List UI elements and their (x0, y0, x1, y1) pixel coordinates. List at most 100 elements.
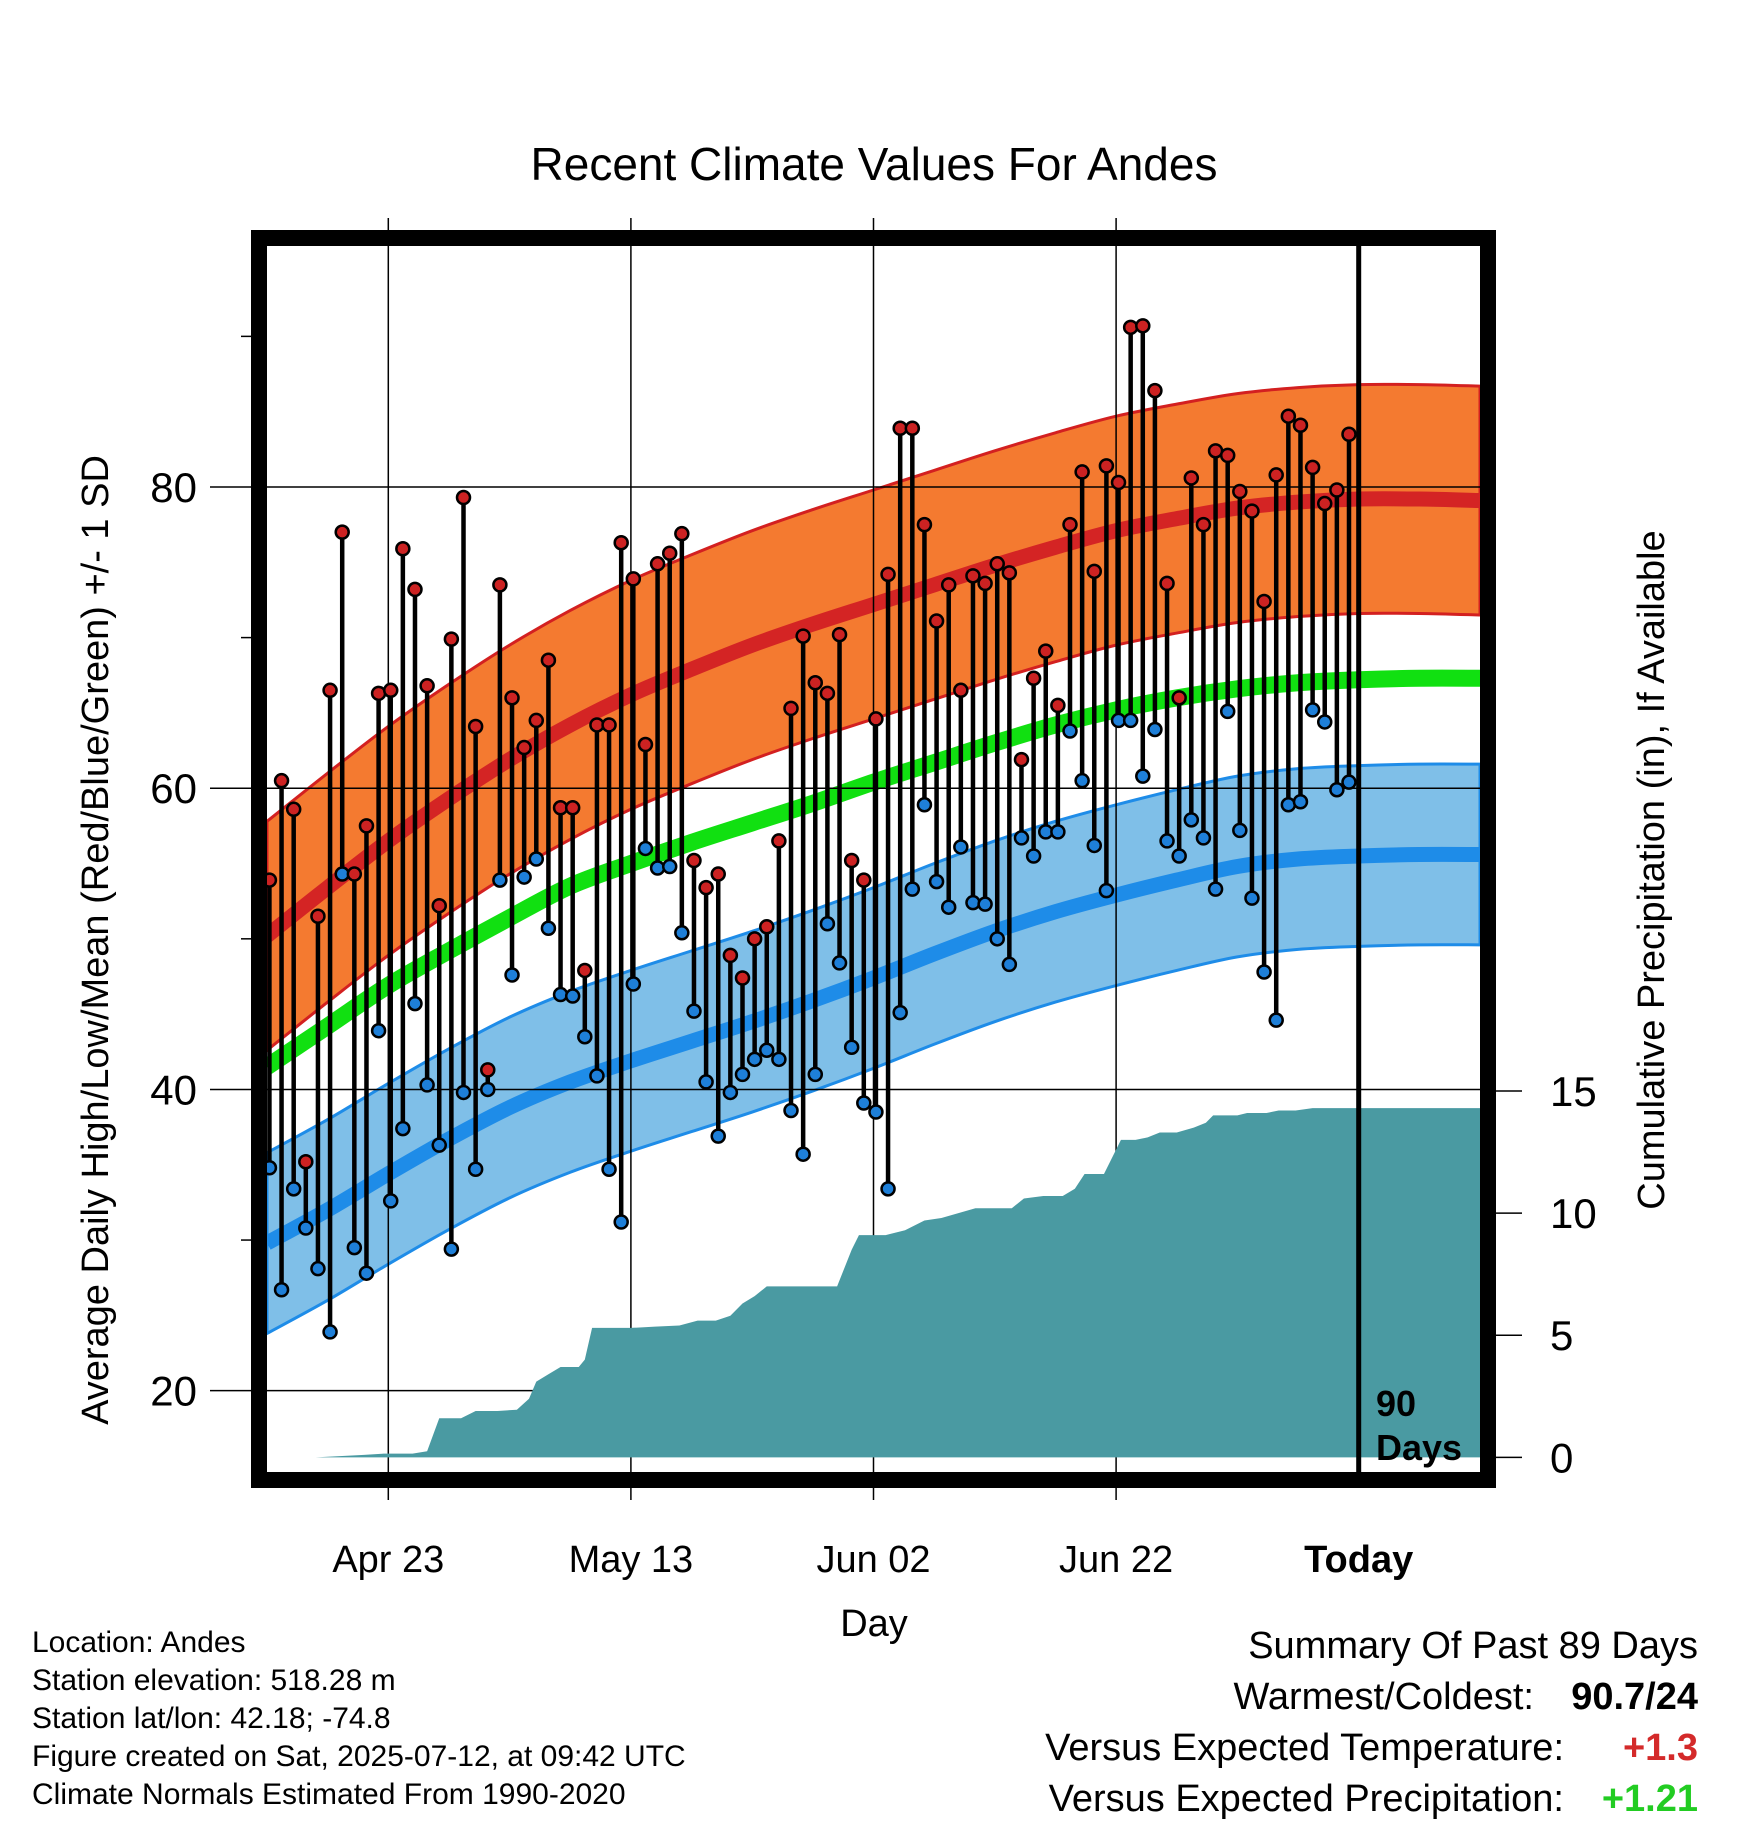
daily-low-point (674, 925, 690, 941)
daily-low-point (310, 1260, 326, 1277)
daily-high-point (880, 566, 896, 583)
y2-tick-label: 0 (1550, 1434, 1573, 1481)
daily-high-point (807, 675, 824, 691)
warm-cold-label: Warmest/Coldest: (1233, 1676, 1534, 1718)
daily-low-point (892, 1004, 908, 1021)
daily-low-point (1062, 723, 1078, 739)
daily-high-point (419, 678, 435, 694)
x-tick-label: Jun 02 (816, 1539, 930, 1581)
daily-high-point (382, 682, 399, 699)
daily-high-point (759, 919, 775, 935)
daily-low-point (564, 988, 581, 1004)
daily-low-point (771, 1051, 787, 1068)
daily-high-point (1074, 464, 1090, 480)
daily-low-point (734, 1066, 751, 1083)
daily-low-point (807, 1066, 824, 1083)
latlon-text: Station lat/lon: 42.18; -74.8 (32, 1702, 391, 1735)
daily-high-point (504, 690, 520, 706)
daily-stems (267, 325, 1352, 1332)
daily-low-point (1244, 890, 1260, 906)
daily-high-point (868, 711, 884, 727)
daily-low-point (637, 840, 654, 857)
summary-title: Summary Of Past 89 Days (1248, 1625, 1698, 1667)
daily-low-point (516, 869, 532, 885)
daily-low-point (1171, 848, 1187, 864)
daily-high-point (358, 818, 375, 834)
daily-high-point (953, 682, 969, 699)
daily-high-point (564, 800, 581, 816)
created-text: Figure created on Sat, 2025-07-12, at 09… (32, 1740, 686, 1773)
daily-low-point (880, 1181, 896, 1197)
daily-high-point (771, 833, 787, 849)
daily-high-point (334, 524, 350, 540)
daily-low-point (1147, 721, 1163, 738)
daily-low-point (407, 995, 423, 1012)
summary-warm-cold: Warmest/Coldest: 90.7/24 (1045, 1672, 1698, 1723)
daily-low-point (1292, 794, 1309, 810)
daily-low-point (601, 1161, 617, 1178)
elevation-text: Station elevation: 518.28 m (32, 1664, 396, 1697)
daily-low-point (1086, 837, 1103, 854)
daily-low-point (467, 1161, 484, 1178)
period-label-number: 90 (1376, 1383, 1416, 1424)
daily-high-point (273, 772, 290, 789)
daily-low-point (928, 873, 945, 890)
daily-high-point (1110, 474, 1127, 491)
daily-low-point (989, 931, 1005, 947)
daily-high-point (1001, 565, 1018, 581)
daily-high-point (285, 801, 302, 818)
daily-low-point (285, 1181, 302, 1197)
daily-low-point (613, 1214, 629, 1230)
normal-low-line (267, 846, 1480, 1250)
daily-high-point (1183, 470, 1200, 486)
daily-low-point (625, 976, 642, 992)
daily-low-point (1183, 812, 1200, 828)
daily-low-point (722, 1084, 739, 1101)
daily-low-point (322, 1324, 338, 1340)
daily-high-point (516, 739, 532, 756)
daily-high-point (746, 931, 763, 947)
daily-high-point (722, 947, 739, 964)
daily-points (261, 318, 1357, 1340)
daily-high-point (1256, 593, 1272, 610)
daily-high-point (856, 872, 872, 888)
daily-low-point (856, 1095, 872, 1111)
summary-precip: Versus Expected Precipitation: +1.21 (1045, 1774, 1698, 1825)
daily-low-point (480, 1081, 496, 1098)
precip-value: +1.21 (1601, 1778, 1698, 1820)
daily-high-point (310, 908, 326, 924)
daily-high-point (1062, 516, 1078, 533)
daily-high-point (492, 577, 508, 593)
daily-low-point (492, 872, 508, 888)
daily-low-point (370, 1022, 387, 1039)
daily-low-point (953, 839, 969, 855)
daily-high-point (710, 866, 726, 882)
cumulative-precip-area (267, 1108, 1480, 1458)
y-tick-label: 20 (150, 1368, 197, 1415)
daily-high-point (940, 577, 957, 593)
daily-high-point (431, 897, 447, 914)
daily-high-point (989, 556, 1005, 572)
daily-high-point (528, 712, 545, 729)
daily-low-point (698, 1074, 714, 1090)
y-tick-label: 80 (150, 464, 197, 511)
daily-low-point (528, 851, 545, 867)
y2-tick-label: 5 (1550, 1312, 1573, 1359)
daily-low-point (1341, 774, 1357, 790)
daily-high-point (443, 631, 460, 647)
daily-low-point (710, 1128, 726, 1144)
daily-low-point (1329, 781, 1345, 798)
daily-high-point (322, 682, 338, 699)
location-text: Location: Andes (32, 1626, 246, 1659)
y2-tick-label: 10 (1550, 1190, 1597, 1237)
daily-low-point (382, 1193, 399, 1209)
daily-low-point (1013, 830, 1030, 846)
daily-high-point (540, 652, 557, 668)
x-tick-label: Jun 22 (1059, 1539, 1173, 1581)
daily-low-point (455, 1084, 472, 1101)
daily-low-point (1122, 712, 1139, 729)
daily-high-point (698, 879, 714, 896)
plot-frame (251, 230, 1496, 1488)
daily-low-point (783, 1102, 799, 1119)
